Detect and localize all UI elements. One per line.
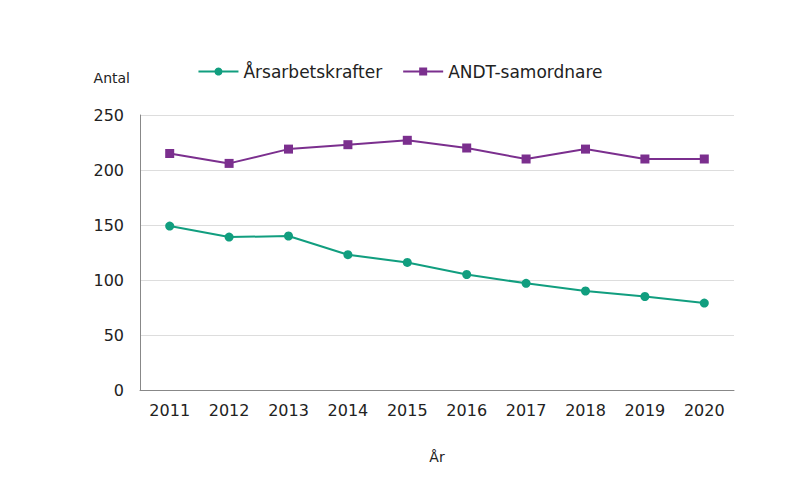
svg-text:150: 150	[93, 216, 124, 235]
svg-text:2017: 2017	[506, 401, 547, 420]
svg-text:Antal: Antal	[94, 70, 130, 86]
svg-text:2012: 2012	[209, 401, 250, 420]
svg-text:2019: 2019	[625, 401, 666, 420]
svg-text:2020: 2020	[684, 401, 725, 420]
svg-text:ANDT-samordnare: ANDT-samordnare	[448, 62, 602, 82]
svg-text:Årsarbetskrafter: Årsarbetskrafter	[243, 61, 382, 82]
svg-text:2011: 2011	[149, 401, 190, 420]
svg-text:2018: 2018	[565, 401, 606, 420]
svg-text:200: 200	[93, 161, 124, 180]
svg-text:100: 100	[93, 271, 124, 290]
svg-text:2014: 2014	[328, 401, 369, 420]
svg-text:2013: 2013	[268, 401, 309, 420]
svg-text:År: År	[429, 449, 445, 465]
svg-text:2016: 2016	[446, 401, 487, 420]
svg-text:250: 250	[93, 106, 124, 125]
svg-text:0: 0	[114, 381, 124, 400]
svg-text:50: 50	[104, 326, 124, 345]
svg-text:2015: 2015	[387, 401, 428, 420]
